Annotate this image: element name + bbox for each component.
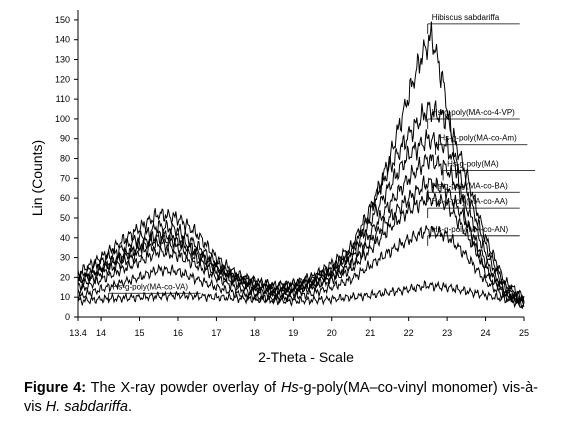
caption-italic-2: H. sabdariffa [45,399,128,415]
x-tick-label: 22 [404,328,414,338]
series-line [77,129,525,301]
y-axis-label: Lin (Counts) [29,140,45,216]
y-tick-label: 10 [60,292,70,302]
x-tick-label: 17 [211,328,221,338]
series-line [77,100,525,301]
y-tick-label: 20 [60,272,70,282]
x-tick-label: 24 [481,328,491,338]
xrd-chart: Hibiscus sabdariffa Hs-g-poly(MA-co-4-VP)… [29,10,536,365]
series-layer [77,21,525,310]
x-tick-label: 13.4 [69,328,87,338]
y-tick-label: 90 [60,134,70,144]
y-tick-label: 120 [55,74,70,84]
caption-text-1: The X-ray powder overlay of [86,380,281,396]
series-line [77,21,525,303]
plot-frame [77,10,524,318]
x-tick-label: 19 [288,328,298,338]
x-axis-label: 2-Theta - Scale [258,349,354,365]
caption-text-2: -g-poly(MA–co-vinyl monomer) vis-à-vis [24,380,539,415]
series-label: Hs-g-poly(MA) [447,159,499,168]
caption-text-3: . [127,399,132,415]
y-tick-label: 0 [65,312,70,322]
y-tick-label: 130 [55,55,70,65]
x-tick-label: 15 [135,328,145,338]
y-tick-label: 40 [60,233,70,243]
x-tick-label: 21 [365,328,375,338]
x-tick-label: 20 [327,328,337,338]
x-tick-label: 14 [96,328,106,338]
series-label: Hs-g-poly(MA-co-BA) [432,181,508,190]
series-label: Hs-g-poly(MA-co-AA) [432,197,508,206]
x-tick-label: 18 [250,328,260,338]
x-tick-label: 25 [519,328,529,338]
series-line [77,188,525,309]
series-label: Hibiscus sabdariffa [432,13,500,22]
x-tick-label: 23 [442,328,452,338]
x-axis-ticks: 13.4 14 15 16 17 18 19 20 21 22 23 24 25 [69,317,529,338]
series-label-layer: Hibiscus sabdariffa Hs-g-poly(MA-co-4-VP)… [108,13,536,304]
series-line [77,153,525,303]
y-tick-label: 80 [60,154,70,164]
y-tick-label: 30 [60,253,70,263]
series-line [77,280,525,307]
y-axis-ticks: 0 10 20 30 40 50 60 70 80 90 100 110 120 130 140 150 [55,15,78,322]
series-line [77,175,525,305]
y-tick-label: 60 [60,193,70,203]
series-line [77,225,525,310]
x-tick-label: 16 [173,328,183,338]
y-tick-label: 70 [60,173,70,183]
figure-caption: Figure 4: The X-ray powder overlay of Hs… [24,379,538,417]
figure-label: Figure 4: [24,380,87,396]
y-tick-label: 50 [60,213,70,223]
y-tick-label: 150 [55,15,70,25]
series-label: Hs-g-poly(MA-co-4-VP) [432,108,515,117]
series-label: Hs-g-poly(MA-co-AN) [432,225,509,234]
series-label: Hs-g-poly(MA-co-Am) [439,134,517,143]
caption-italic-1: Hs [280,380,299,396]
y-tick-label: 140 [55,35,70,45]
series-label: Hs-g-poly(MA-co-VA) [113,282,189,291]
y-tick-label: 100 [55,114,70,124]
y-tick-label: 110 [56,94,70,104]
